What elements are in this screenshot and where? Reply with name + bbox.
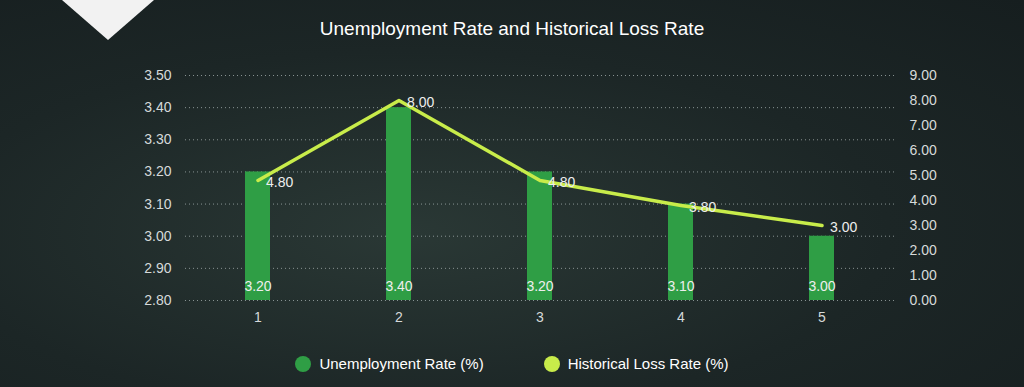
svg-text:3.00: 3.00 [808, 278, 835, 294]
svg-text:3.00: 3.00 [144, 228, 171, 244]
svg-text:4.80: 4.80 [266, 174, 293, 190]
svg-text:5: 5 [818, 309, 826, 325]
svg-text:3: 3 [536, 309, 544, 325]
svg-text:3.80: 3.80 [689, 199, 716, 215]
svg-text:3.40: 3.40 [385, 278, 412, 294]
svg-text:2: 2 [395, 309, 403, 325]
svg-text:4: 4 [677, 309, 685, 325]
svg-text:4.80: 4.80 [548, 174, 575, 190]
svg-text:4.00: 4.00 [910, 192, 937, 208]
svg-text:3.30: 3.30 [144, 131, 171, 147]
svg-text:6.00: 6.00 [910, 142, 937, 158]
html-text:Unemployment Rate and Historic: Unemployment Rate and Historical Loss Ra… [319, 18, 705, 39]
svg-text:3.00: 3.00 [830, 219, 857, 235]
svg-text:5.00: 5.00 [910, 167, 937, 183]
svg-text:9.00: 9.00 [910, 67, 937, 83]
svg-text:3.20: 3.20 [244, 278, 271, 294]
svg-text:2.90: 2.90 [144, 260, 171, 276]
svg-text:2.00: 2.00 [910, 242, 937, 258]
svg-text:0.00: 0.00 [910, 292, 937, 308]
svg-text:3.10: 3.10 [667, 278, 694, 294]
svg-text:3.00: 3.00 [910, 217, 937, 233]
svg-text:7.00: 7.00 [910, 117, 937, 133]
svg-text:1.00: 1.00 [910, 267, 937, 283]
svg-text:8.00: 8.00 [407, 94, 434, 110]
html-text:Historical Loss Rate (%): Historical Loss Rate (%) [567, 355, 729, 372]
svg-text:3.10: 3.10 [144, 196, 171, 212]
svg-text:3.40: 3.40 [144, 99, 171, 115]
svg-text:1: 1 [254, 309, 262, 325]
svg-text:3.20: 3.20 [144, 163, 171, 179]
html-text:Unemployment Rate (%): Unemployment Rate (%) [319, 355, 484, 372]
svg-text:3.50: 3.50 [144, 67, 171, 83]
svg-text:3.20: 3.20 [526, 278, 553, 294]
svg-text:8.00: 8.00 [910, 92, 937, 108]
svg-text:2.80: 2.80 [144, 292, 171, 308]
